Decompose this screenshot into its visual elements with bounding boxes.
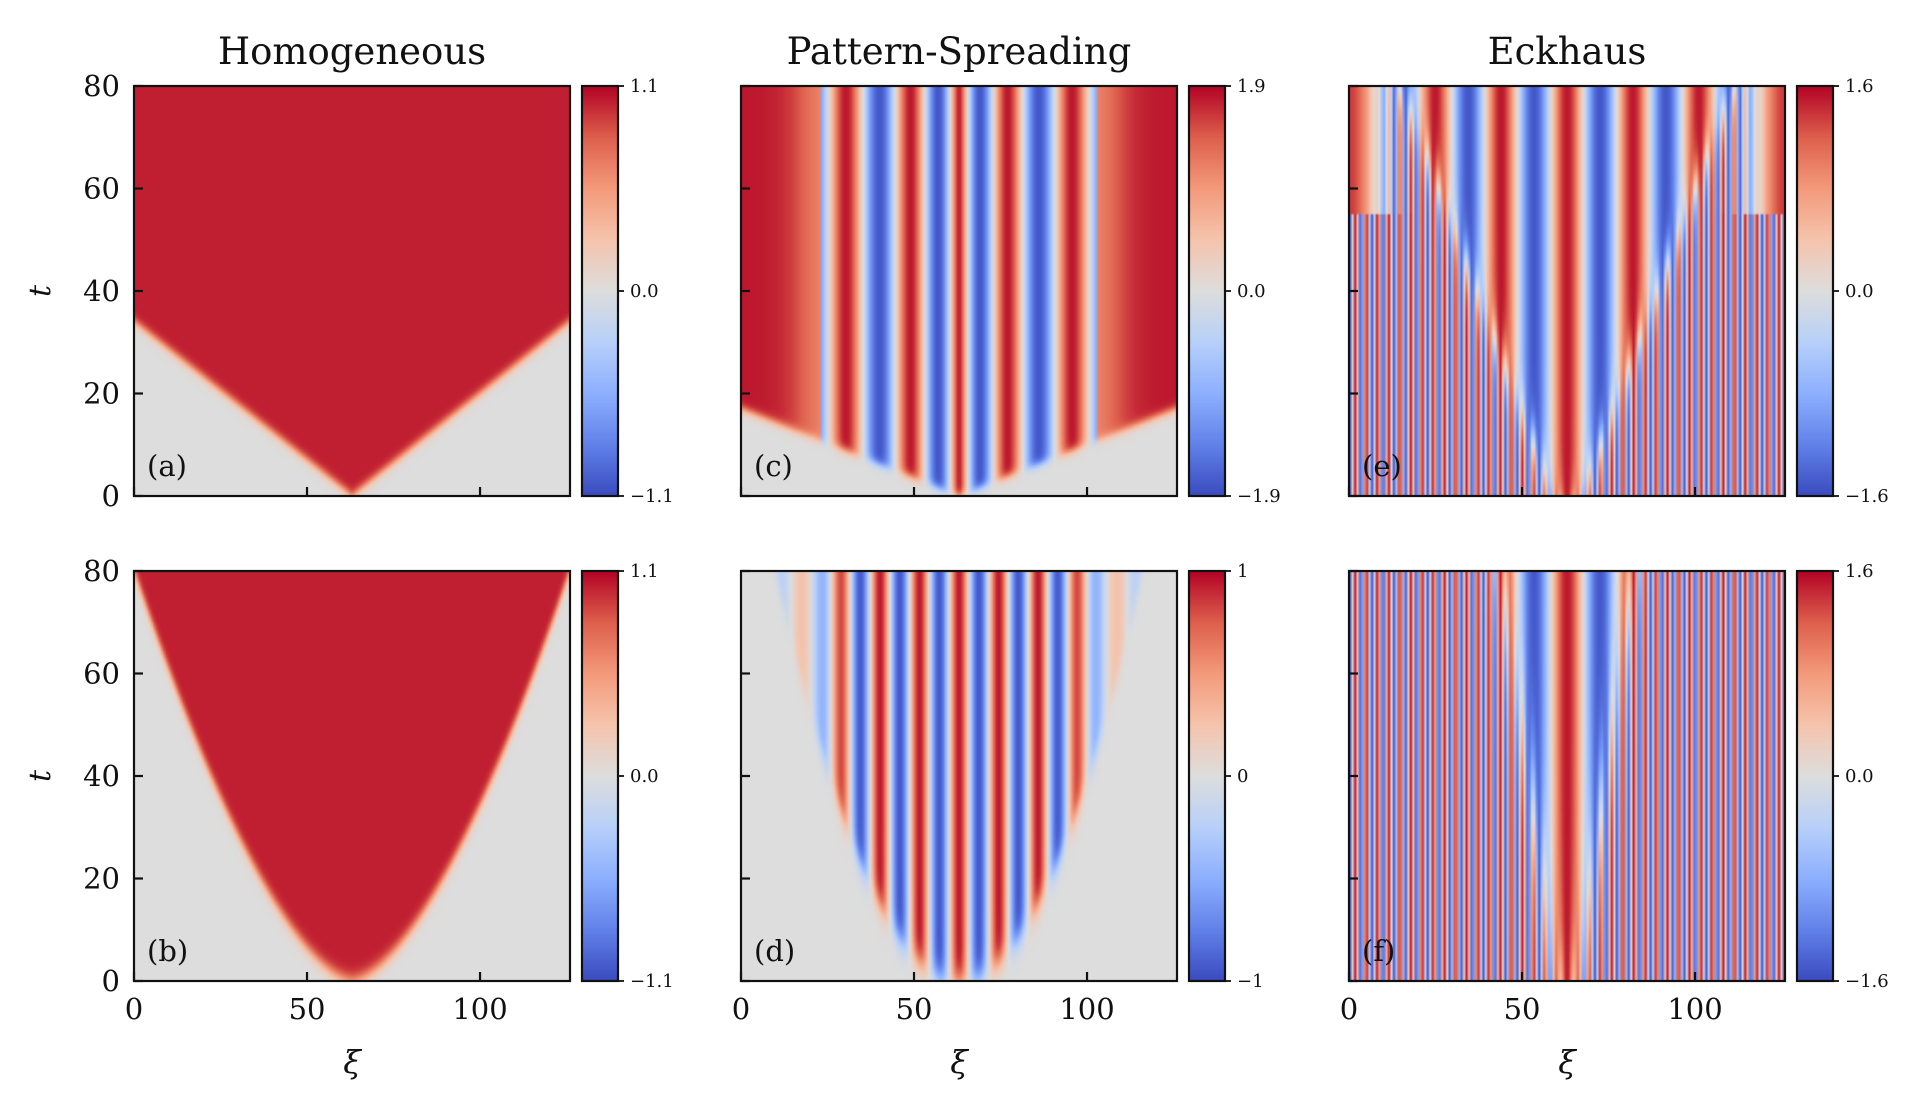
x-tick-label: 50 [289,992,326,1026]
colorbar-f: −1.6 0.0 1.6 [1795,561,1889,992]
colorbar-a: −1.1 0.0 1.1 [580,76,674,507]
x-axis-label: ξ [950,1043,969,1081]
colorbar-tick-label: −1.6 [1845,486,1889,507]
y-tick-label: 0 [102,479,120,513]
colorbar-c: −1.9 0.0 1.9 [1187,76,1281,507]
panel-title: Homogeneous [218,30,486,73]
x-tick-label: 50 [896,992,933,1026]
colorbar-tick-label: 0.0 [630,766,659,787]
colorbar-tick-label: 1.1 [630,76,659,97]
heatmap-f [1349,571,1785,981]
y-tick-label: 80 [83,554,120,588]
colorbar-tick-label: 0.0 [630,281,659,302]
colorbar-d: −1 0 1 [1187,561,1264,992]
y-tick-label: 60 [83,172,120,206]
colorbar-tick-label: −1.6 [1845,971,1889,992]
colorbar-tick-label: 1 [1237,561,1248,582]
colorbar-tick-label: −1.1 [630,971,674,992]
panel-label: (b) [147,934,188,968]
colorbar-gradient [1797,571,1833,981]
y-tick-label: 20 [83,377,120,411]
colorbar-tick-label: 1.6 [1845,76,1874,97]
x-tick-label: 0 [125,992,143,1026]
colorbar-tick-label: 1.9 [1237,76,1266,97]
panel-title: Eckhaus [1488,30,1647,73]
colorbar-tick-label: −1.1 [630,486,674,507]
y-axis-label: t [23,284,58,297]
y-tick-label: 80 [83,69,120,103]
colorbar-b: −1.1 0.0 1.1 [580,561,674,992]
colorbar-gradient [1189,86,1225,496]
heatmap-a [134,86,570,496]
colorbar-gradient [582,86,618,496]
y-tick-label: 0 [102,964,120,998]
x-axis-label: ξ [343,1043,362,1081]
y-tick-label: 40 [83,759,120,793]
x-tick-label: 50 [1504,992,1541,1026]
panel-label: (c) [754,449,793,483]
colorbar-tick-label: 0.0 [1845,766,1874,787]
heatmap-b [134,571,570,981]
colorbar-gradient [582,571,618,981]
panel-label: (a) [147,449,187,483]
colorbar-tick-label: 1.1 [630,561,659,582]
panel-label: (d) [754,934,795,968]
heatmap-c [741,86,1177,496]
panel-e: (e) Eckhaus −1.6 0.0 1.6 [1347,30,1889,507]
colorbar-gradient [1189,571,1225,981]
x-tick-label: 0 [1340,992,1358,1026]
panel-d: 0 50 100 (d) ξ −1 0 1 [732,561,1264,1081]
x-tick-label: 100 [452,992,507,1026]
panel-a: 0 20 40 60 80 (a) Homogeneous t −1.1 0.0 1.1 [23,30,674,513]
colorbar-tick-label: 0 [1237,766,1248,787]
colorbar-tick-label: −1.9 [1237,486,1281,507]
heatmap-e [1349,86,1785,496]
panel-label: (e) [1362,449,1402,483]
y-tick-label: 20 [83,862,120,896]
colorbar-gradient [1797,86,1833,496]
x-tick-label: 100 [1667,992,1722,1026]
panel-b: 0 50 100 0 20 40 60 80 (b) t ξ −1.1 0.0 1.1 [23,554,674,1081]
x-axis-label: ξ [1558,1043,1577,1081]
heatmap-d [741,571,1177,981]
panel-label: (f) [1362,934,1395,968]
panel-title: Pattern-Spreading [787,30,1132,73]
colorbar-tick-label: 0.0 [1845,281,1874,302]
colorbar-tick-label: 1.6 [1845,561,1874,582]
colorbar-tick-label: −1 [1237,971,1264,992]
x-tick-label: 100 [1059,992,1114,1026]
colorbar-e: −1.6 0.0 1.6 [1795,76,1889,507]
y-tick-label: 60 [83,657,120,691]
x-tick-label: 0 [732,992,750,1026]
panel-c: (c) Pattern-Spreading −1.9 0.0 1.9 [739,30,1281,507]
panel-f: 0 50 100 (f) ξ −1.6 0.0 1.6 [1340,561,1889,1081]
y-tick-label: 40 [83,274,120,308]
colorbar-tick-label: 0.0 [1237,281,1266,302]
y-axis-label: t [23,769,58,782]
